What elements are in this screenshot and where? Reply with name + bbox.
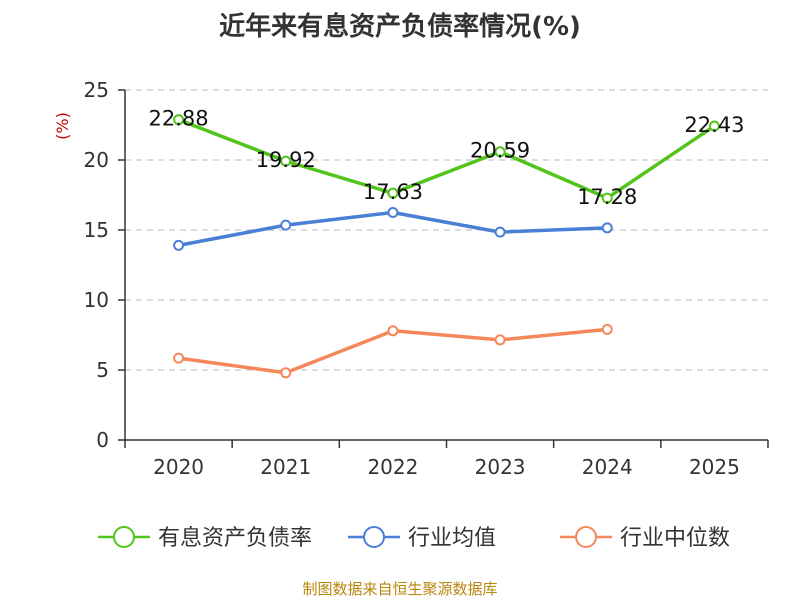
legend-label: 有息资产负债率 — [158, 526, 312, 551]
grid-lines — [125, 89, 768, 371]
series-line — [177, 118, 716, 200]
chart-title: 近年来有息资产负债率情况(%) — [219, 12, 581, 42]
data-point — [173, 352, 185, 364]
data-point — [494, 334, 506, 346]
data-label: 19.92 — [256, 148, 316, 172]
x-tick-label: 2022 — [367, 455, 418, 479]
data-label: 17.63 — [363, 180, 423, 204]
y-axis-unit: (%) — [53, 112, 72, 140]
y-tick-label: 10 — [84, 288, 109, 312]
data-point — [173, 239, 185, 251]
data-point — [387, 187, 399, 199]
data-point — [708, 120, 720, 132]
data-label: 17.28 — [577, 185, 637, 209]
y-tick-label: 20 — [84, 148, 109, 172]
data-point — [280, 155, 292, 167]
legend: 有息资产负债率 行业均值 行业中位数 — [98, 526, 730, 551]
x-tick-label: 2024 — [582, 455, 633, 479]
data-point — [601, 192, 613, 204]
data-point — [494, 226, 506, 238]
data-point — [387, 325, 399, 337]
data-label: 20.59 — [470, 139, 530, 163]
data-point — [601, 323, 613, 335]
data-label: 22.43 — [684, 113, 744, 137]
legend-label: 行业均值 — [408, 526, 496, 551]
x-tick-label: 2025 — [689, 455, 740, 479]
series-lines — [173, 114, 720, 379]
y-tick-label: 5 — [96, 358, 109, 382]
x-tick-label: 2023 — [475, 455, 526, 479]
legend-label: 行业中位数 — [620, 526, 730, 551]
y-tick-label: 25 — [84, 78, 109, 102]
legend-marker — [363, 526, 385, 548]
data-point — [601, 222, 613, 234]
x-tick-label: 2021 — [260, 455, 311, 479]
data-point — [387, 207, 399, 218]
y-tick-label: 0 — [96, 428, 109, 452]
data-point — [494, 146, 506, 158]
legend-marker — [113, 526, 135, 548]
legend-item: 有息资产负债率 — [98, 526, 312, 551]
data-label: 22.88 — [149, 107, 209, 131]
data-point — [173, 114, 185, 126]
legend-marker — [575, 526, 597, 548]
x-tick-label: 2020 — [153, 455, 204, 479]
source-note: 制图数据来自恒生聚源数据库 — [302, 580, 498, 598]
data-point — [280, 367, 292, 379]
legend-item: 行业均值 — [348, 526, 496, 551]
data-point — [280, 219, 292, 231]
y-tick-label: 15 — [84, 218, 109, 242]
data-labels: 22.88 19.92 17.63 20.59 17.28 22.43 — [149, 107, 745, 209]
legend-item: 行业中位数 — [560, 526, 730, 551]
